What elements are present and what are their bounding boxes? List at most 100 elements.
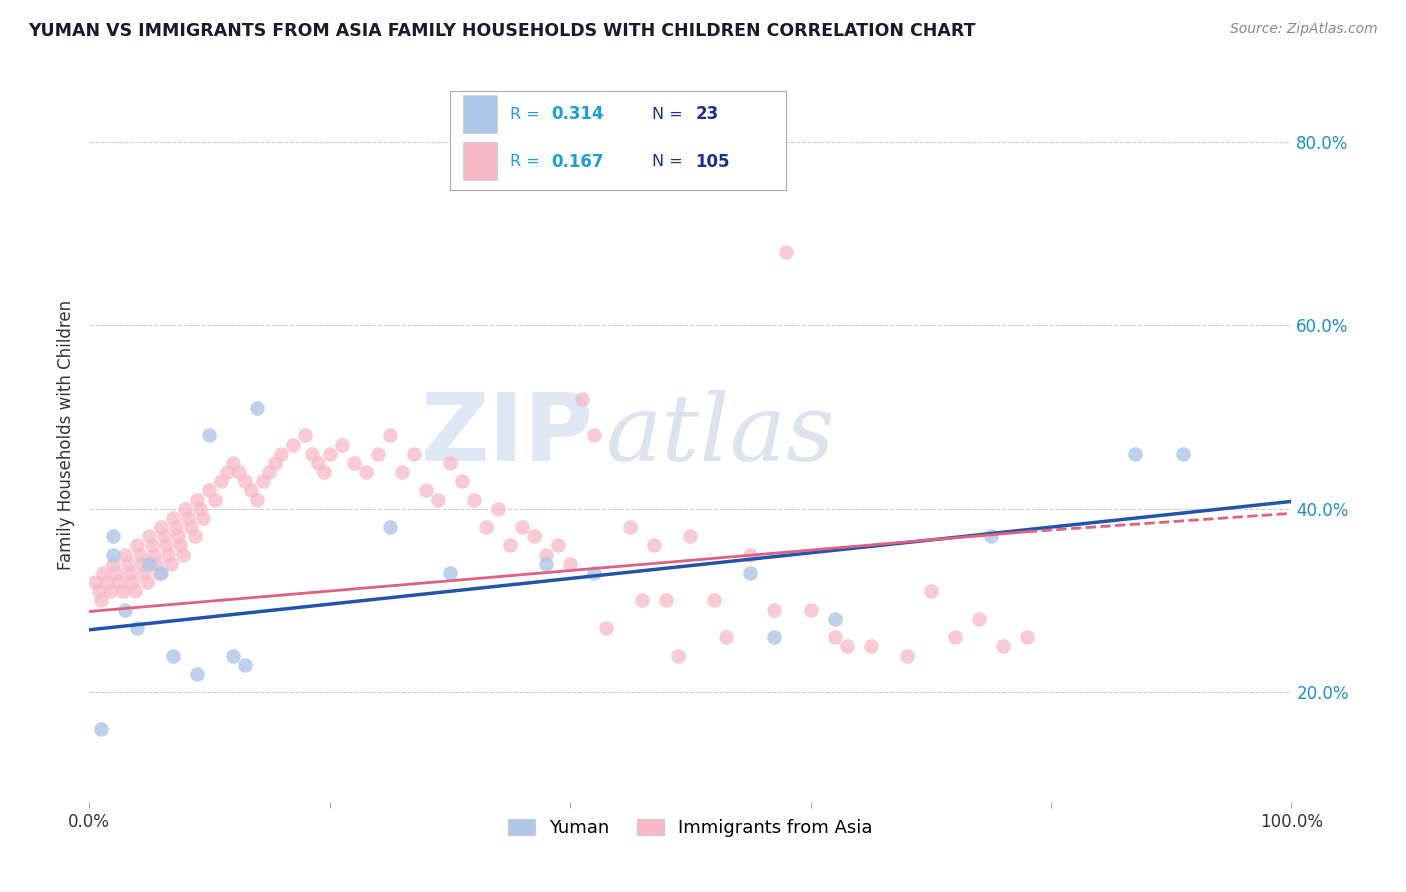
Point bbox=[835, 640, 858, 654]
Point bbox=[463, 492, 485, 507]
Point bbox=[595, 621, 617, 635]
Point bbox=[111, 584, 134, 599]
Point bbox=[155, 538, 177, 552]
Text: ZIP: ZIP bbox=[422, 390, 595, 482]
Point bbox=[318, 447, 340, 461]
Point bbox=[209, 475, 232, 489]
Point bbox=[188, 501, 211, 516]
Point bbox=[228, 465, 250, 479]
Point bbox=[169, 538, 191, 552]
Point bbox=[118, 566, 141, 580]
Point bbox=[1015, 630, 1038, 644]
Point bbox=[920, 584, 942, 599]
Point bbox=[824, 612, 846, 626]
Point bbox=[104, 566, 127, 580]
Point bbox=[145, 557, 167, 571]
Point bbox=[679, 529, 702, 543]
Point bbox=[180, 520, 202, 534]
Point bbox=[152, 529, 174, 543]
Point bbox=[121, 575, 143, 590]
Point bbox=[193, 511, 215, 525]
Point bbox=[307, 456, 329, 470]
Point bbox=[859, 640, 882, 654]
Point bbox=[283, 437, 305, 451]
Point bbox=[150, 520, 173, 534]
Point bbox=[1173, 447, 1195, 461]
Point bbox=[246, 401, 269, 415]
Point bbox=[486, 501, 509, 516]
Point bbox=[619, 520, 641, 534]
Text: YUMAN VS IMMIGRANTS FROM ASIA FAMILY HOUSEHOLDS WITH CHILDREN CORRELATION CHART: YUMAN VS IMMIGRANTS FROM ASIA FAMILY HOU… bbox=[28, 22, 976, 40]
Point bbox=[172, 548, 194, 562]
Point bbox=[222, 648, 245, 663]
Point bbox=[101, 529, 124, 543]
Point bbox=[439, 456, 461, 470]
Point bbox=[259, 465, 281, 479]
Point bbox=[101, 548, 124, 562]
Point bbox=[523, 529, 546, 543]
Y-axis label: Family Households with Children: Family Households with Children bbox=[58, 301, 75, 571]
Point bbox=[124, 584, 146, 599]
Point bbox=[475, 520, 498, 534]
Point bbox=[342, 456, 364, 470]
Point bbox=[246, 492, 269, 507]
Text: Source: ZipAtlas.com: Source: ZipAtlas.com bbox=[1230, 22, 1378, 37]
Point bbox=[824, 630, 846, 644]
Point bbox=[127, 538, 149, 552]
Point bbox=[763, 630, 786, 644]
Point bbox=[174, 501, 197, 516]
Point bbox=[96, 575, 118, 590]
Point bbox=[270, 447, 292, 461]
Point bbox=[301, 447, 323, 461]
Point bbox=[510, 520, 533, 534]
Point bbox=[87, 584, 110, 599]
Point bbox=[90, 593, 112, 607]
Point bbox=[643, 538, 665, 552]
Point bbox=[84, 575, 107, 590]
Point bbox=[740, 548, 762, 562]
Point bbox=[378, 428, 401, 442]
Point bbox=[93, 566, 115, 580]
Point bbox=[138, 529, 160, 543]
Point bbox=[141, 538, 163, 552]
Point bbox=[167, 529, 190, 543]
Point bbox=[799, 602, 821, 616]
Point bbox=[583, 566, 606, 580]
Point bbox=[143, 548, 166, 562]
Point bbox=[571, 392, 593, 406]
Point bbox=[402, 447, 425, 461]
Point bbox=[176, 511, 198, 525]
Point bbox=[547, 538, 569, 552]
Point bbox=[90, 722, 112, 736]
Point bbox=[439, 566, 461, 580]
Point bbox=[655, 593, 678, 607]
Point bbox=[354, 465, 377, 479]
Point bbox=[135, 575, 157, 590]
Point bbox=[117, 557, 139, 571]
Point bbox=[666, 648, 689, 663]
Text: atlas: atlas bbox=[606, 391, 835, 481]
Point bbox=[127, 621, 149, 635]
Point bbox=[114, 602, 136, 616]
Point bbox=[391, 465, 413, 479]
Point bbox=[162, 648, 184, 663]
Point bbox=[138, 557, 160, 571]
Point bbox=[740, 566, 762, 580]
Point bbox=[148, 566, 170, 580]
Point bbox=[162, 511, 184, 525]
Point bbox=[330, 437, 353, 451]
Point bbox=[943, 630, 966, 644]
Point bbox=[184, 529, 207, 543]
Point bbox=[1123, 447, 1146, 461]
Point bbox=[967, 612, 990, 626]
Point bbox=[186, 666, 208, 681]
Point bbox=[101, 557, 124, 571]
Point bbox=[980, 529, 1002, 543]
Point bbox=[235, 475, 257, 489]
Point bbox=[415, 483, 437, 498]
Point bbox=[450, 475, 472, 489]
Point bbox=[775, 244, 797, 259]
Point bbox=[631, 593, 654, 607]
Point bbox=[198, 483, 221, 498]
Point bbox=[252, 475, 274, 489]
